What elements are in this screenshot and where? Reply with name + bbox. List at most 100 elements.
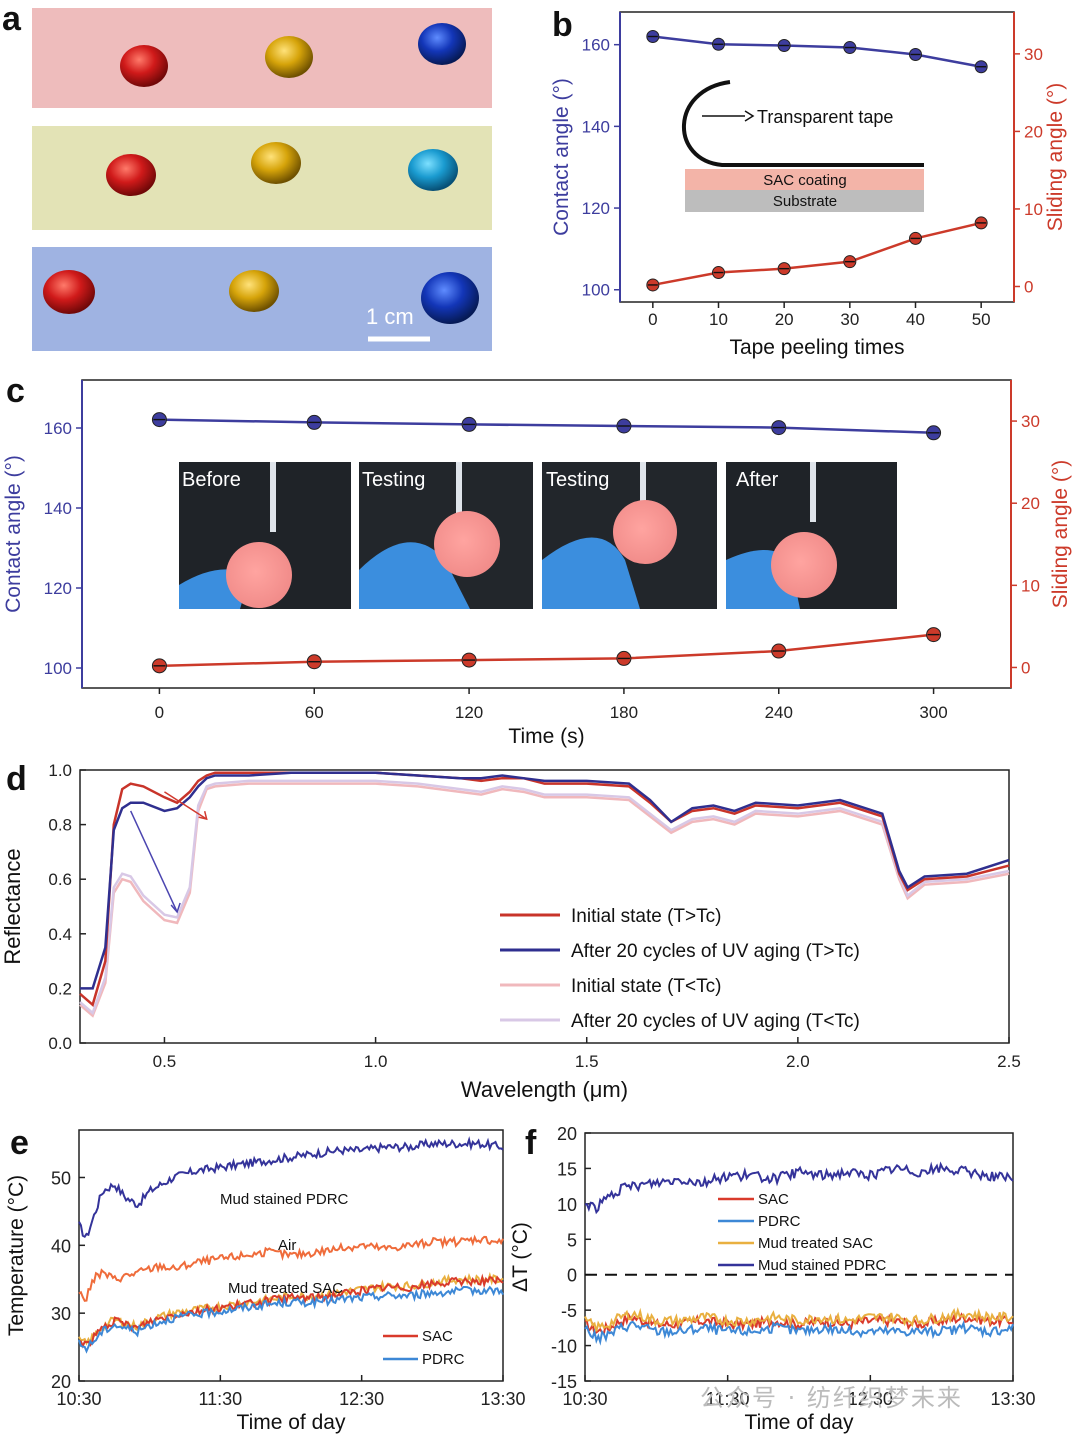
x-tick-label: 10:30 [56,1389,101,1409]
x-tick-label: 180 [610,703,638,722]
x-tick-label: 30 [840,310,859,329]
photo-testing-1 [359,462,533,609]
x-axis-label: Wavelength (μm) [461,1077,628,1102]
y2-tick-label: 20 [1021,494,1040,513]
x-axis-label: Time of day [237,1411,346,1434]
series-line [652,35,982,68]
series-line [79,771,1010,1007]
blue-droplet [418,23,466,65]
y-tick-label: 0.0 [48,1034,72,1053]
cyan-droplet [408,149,458,191]
x-tick-label: 13:30 [990,1389,1035,1409]
tape-arrow-head [744,110,755,122]
x-tick-label: 300 [919,703,947,722]
y-tick-label: 140 [44,499,72,518]
y-tick-label: 20 [557,1124,577,1144]
x-tick-label: 20 [775,310,794,329]
y-tick-label: 100 [582,281,610,300]
x-tick-label: 1.0 [364,1052,388,1071]
y2-tick-label: 10 [1024,200,1043,219]
series-line [584,1306,1014,1332]
y2-axis-label: Sliding angle (°) [1049,460,1072,608]
y-tick-label: -15 [551,1372,577,1392]
series-line [78,1285,504,1354]
sac-coating-layer [685,169,924,190]
annotation-arrow [164,791,208,820]
series-line [79,779,1010,1016]
x-tick-label: 2.0 [786,1052,810,1071]
plot-frame [584,1132,1014,1382]
photo-label-testing-2: Testing [546,469,610,491]
y2-tick-label: 10 [1021,576,1040,595]
x-tick-label: 60 [305,703,324,722]
y-tick-label: 0.8 [48,816,72,835]
scale-bar-label: 1 cm [366,304,414,329]
y-tick-label: 5 [567,1230,577,1250]
x-tick-label: 10 [709,310,728,329]
legend-label: SAC [422,1328,453,1345]
x-axis-label: Tape peeling times [729,336,904,359]
plot-frame [79,769,1010,1044]
y2-axis-label: Sliding angle (°) [1044,83,1067,231]
y-tick-label: 10 [557,1195,577,1215]
chart-d: 0.5 1.0 1.5 2.0 2.5 0.0 0.2 0.4 0.6 0.8 1.0 Wavelen… [0,761,1021,1102]
photo-testing-2 [542,462,717,609]
x-tick-label: 240 [765,703,793,722]
annotation-arrow-head [198,810,208,821]
y2-tick-label: 20 [1024,122,1043,141]
y-axis-label: Contact angle (°) [2,455,25,613]
x-tick-label: 2.5 [997,1052,1021,1071]
tape-inset-b: Transparent tape SAC coating Substrate [682,80,924,212]
x-tick-label: 11:30 [198,1389,242,1409]
x-tick-label: 40 [906,310,925,329]
tape-curve [682,80,924,167]
legend-label: Mud stained PDRC [758,1257,887,1274]
photo-before [179,462,351,609]
x-tick-label: 10:30 [562,1389,607,1409]
substrate-label: Substrate [773,193,837,210]
photo-label-before: Before [182,469,241,491]
annotation-arrow-head [170,902,181,914]
y-tick-label: -10 [551,1337,577,1357]
legend-label: Initial state (T<Tc) [571,976,721,997]
annotation-arrow [129,810,178,913]
yellow-droplet [265,36,313,78]
panel-label-e: e [10,1124,29,1162]
y-tick-label: 100 [44,659,72,678]
series-line [159,633,934,668]
panel-label-f: f [525,1124,537,1162]
y-axis-label: Contact angle (°) [550,78,573,236]
red-droplet [43,270,95,314]
droplet-photo-strip-1 [32,8,492,108]
y-tick-label: 0 [567,1266,577,1286]
legend-label: After 20 cycles of UV aging (T>Tc) [571,941,860,962]
legend-label: SAC [758,1191,789,1208]
red-droplet [120,45,168,87]
series-line [78,1234,504,1302]
series-line [78,1273,504,1349]
x-tick-label: 50 [972,310,991,329]
y-tick-label: 0.2 [48,979,72,998]
chart-b: 0 10 20 30 40 50 100 120 140 160 0 10 20 30 Tape peeli… [550,11,1067,359]
y2-tick-label: 0 [1024,277,1033,296]
y2-tick-label: 0 [1021,658,1030,677]
x-tick-label: 0 [155,703,164,722]
legend-label: PDRC [422,1351,465,1368]
tape-label: Transparent tape [757,107,893,127]
y-axis-label: Temperature (°C) [5,1175,28,1336]
y2-tick-label: 30 [1021,412,1040,431]
x-tick-label: 11:30 [706,1389,750,1409]
water-jet-photos [179,462,897,609]
x-tick-label: 12:30 [848,1389,893,1409]
y-tick-label: 140 [582,117,610,136]
photo-label-testing-1: Testing [362,469,426,491]
substrate-layer [685,190,924,212]
y-tick-label: 1.0 [48,761,72,780]
coating-label: SAC coating [763,172,846,189]
y-tick-label: 120 [44,579,72,598]
series-line [652,221,982,287]
y-tick-label: -5 [561,1301,577,1321]
x-tick-label: 13:30 [480,1389,525,1409]
series-line [584,1320,1014,1346]
